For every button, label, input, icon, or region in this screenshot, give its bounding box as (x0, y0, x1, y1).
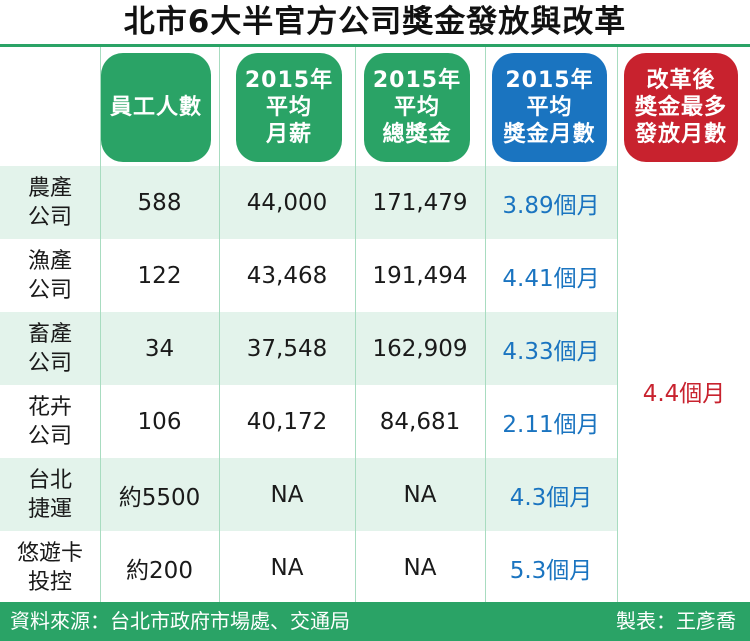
employees-cell: 約200 (126, 557, 193, 584)
bonus-total-cell: 84,681 (379, 408, 461, 435)
header-bonus-total: 2015年 平均 總獎金 (364, 53, 470, 162)
grid-line (485, 47, 486, 602)
header-salary-line-2: 平均 (265, 95, 312, 120)
employees-cell: 588 (137, 189, 182, 216)
header-reform: 改革後 獎金最多 發放月數 (624, 53, 738, 162)
header-bonus-months-line-1: 2015年 (505, 68, 594, 93)
table-row: 花卉 公司 106 40,172 84,681 2.11個月 (0, 385, 750, 458)
header-reform-line-2: 獎金最多 (634, 95, 727, 120)
header-bonus-months-line-3: 獎金月數 (503, 122, 596, 147)
table-header: 員工人數 2015年 平均 月薪 2015年 平均 總獎金 2015年 平均 獎… (0, 47, 750, 166)
table-row: 漁產 公司 122 43,468 191,494 4.41個月 (0, 239, 750, 312)
bonus-total-cell: 162,909 (372, 335, 468, 362)
reform-value-cell: 4.4個月 (618, 166, 750, 615)
company-name: 悠遊卡 投控 (16, 540, 83, 595)
bonus-total-cell: NA (403, 481, 437, 508)
table-row: 悠遊卡 投控 約200 NA NA 5.3個月 (0, 531, 750, 604)
salary-cell: 44,000 (246, 189, 328, 216)
employees-cell: 約5500 (118, 484, 201, 511)
source-note: 資料來源：台北市政府市場處、交通局 (10, 609, 350, 633)
bonus-months-cell: 3.89個月 (502, 192, 600, 219)
maker-credit: 製表：王彥喬 (616, 609, 736, 633)
header-salary-line-1: 2015年 (244, 68, 334, 93)
bonus-months-cell: 4.33個月 (502, 338, 600, 365)
grid-line (355, 47, 356, 602)
table-row: 畜產 公司 34 37,548 162,909 4.33個月 (0, 312, 750, 385)
bonus-months-cell: 4.41個月 (502, 265, 600, 292)
bonus-total-cell: NA (403, 554, 437, 581)
company-name: 畜產 公司 (27, 321, 72, 376)
header-bonus-total-line-3: 總獎金 (382, 122, 452, 147)
salary-cell: NA (270, 481, 304, 508)
bonus-total-cell: 171,479 (372, 189, 468, 216)
bonus-months-cell: 4.3個月 (509, 484, 593, 511)
header-reform-line-3: 發放月數 (634, 122, 727, 147)
grid-line (617, 47, 618, 602)
bonus-total-cell: 191,494 (372, 262, 468, 289)
page-title: 北市6大半官方公司獎金發放與改革 (123, 4, 627, 40)
salary-cell: 43,468 (246, 262, 328, 289)
grid-line (100, 47, 101, 602)
bonus-months-cell: 5.3個月 (509, 557, 593, 584)
table-row: 台北 捷運 約5500 NA NA 4.3個月 (0, 458, 750, 531)
salary-cell: 37,548 (246, 335, 328, 362)
bonus-months-cell: 2.11個月 (502, 411, 600, 438)
header-bonus-total-line-1: 2015年 (372, 68, 462, 93)
header-bonus-months-line-2: 平均 (526, 95, 573, 120)
header-salary: 2015年 平均 月薪 (236, 53, 342, 162)
employees-cell: 106 (137, 408, 182, 435)
header-employees: 員工人數 (101, 53, 211, 162)
table-row: 農產 公司 588 44,000 171,479 3.89個月 (0, 166, 750, 239)
company-name: 漁產 公司 (27, 248, 72, 303)
footer-bar: 資料來源：台北市政府市場處、交通局 製表：王彥喬 (0, 602, 750, 641)
salary-cell: NA (270, 554, 304, 581)
grid-line (219, 47, 220, 602)
header-reform-line-1: 改革後 (646, 68, 716, 93)
header-salary-line-3: 月薪 (265, 122, 312, 147)
company-name: 農產 公司 (27, 175, 72, 230)
header-bonus-months: 2015年 平均 獎金月數 (492, 53, 607, 162)
company-name: 花卉 公司 (27, 394, 72, 449)
company-name: 台北 捷運 (27, 467, 72, 522)
salary-cell: 40,172 (246, 408, 328, 435)
header-employees-line-1: 員工人數 (109, 95, 202, 120)
employees-cell: 34 (144, 335, 175, 362)
employees-cell: 122 (137, 262, 182, 289)
header-bonus-total-line-2: 平均 (393, 95, 440, 120)
title-divider (0, 44, 750, 47)
